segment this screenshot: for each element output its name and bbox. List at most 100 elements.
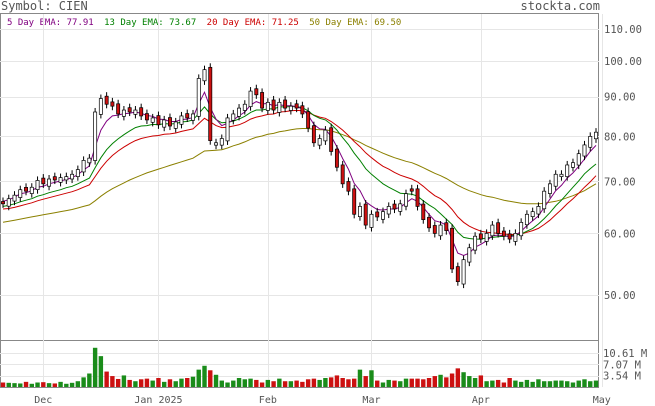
volume-bar <box>294 380 299 387</box>
volume-bar <box>18 383 23 387</box>
volume-bar <box>513 380 518 387</box>
candle-body <box>24 187 28 192</box>
volume-bar <box>386 379 391 387</box>
candle-body <box>536 206 541 215</box>
volume-bar <box>518 381 524 387</box>
volume-bar <box>196 369 201 387</box>
volume-bar <box>392 380 397 387</box>
volume-bar <box>271 381 276 387</box>
candle-body <box>358 206 362 218</box>
volume-bar <box>375 380 380 387</box>
candle-body <box>214 142 218 146</box>
volume-bar <box>346 379 351 387</box>
candle-body <box>582 144 587 157</box>
candle-body <box>41 177 46 185</box>
volume-bar <box>185 378 190 387</box>
candle-body <box>260 92 265 109</box>
candle-body <box>127 107 132 113</box>
volume-bar <box>409 378 414 387</box>
volume-bar <box>553 380 558 387</box>
grid <box>0 14 603 387</box>
volume-bar <box>380 382 386 387</box>
site-name: stockta.com <box>520 0 600 13</box>
ema50-line <box>2 128 597 223</box>
candle-body <box>283 99 288 109</box>
volume-bar <box>12 383 17 387</box>
candle-body <box>432 225 437 234</box>
candle-body <box>75 169 80 177</box>
candle-body <box>369 213 374 228</box>
candle-body <box>219 138 224 146</box>
candle-body <box>196 78 201 117</box>
volume-bar <box>461 372 466 387</box>
candle-body <box>496 222 501 234</box>
volume-bar <box>219 380 224 387</box>
candle-body <box>208 66 213 141</box>
candle-body <box>277 101 282 113</box>
volume-bar <box>213 374 219 387</box>
ema13-line <box>2 106 597 240</box>
candle-body <box>513 233 518 242</box>
volume-bar <box>432 376 437 387</box>
volume-bar <box>536 379 541 387</box>
volume-bar <box>588 381 593 387</box>
volume-bar <box>403 378 409 387</box>
volume-bar <box>398 381 403 387</box>
volume-bar <box>340 378 345 387</box>
chart-border <box>0 13 599 388</box>
volume-bar <box>104 371 109 387</box>
price-tick-label: 80.00 <box>604 131 636 143</box>
candle-body <box>461 259 466 285</box>
volume-bar <box>208 370 213 387</box>
volume-bar <box>29 383 34 387</box>
volume-bar <box>570 382 576 387</box>
candle-body <box>81 160 86 173</box>
candle-body <box>547 183 552 194</box>
volume-bar <box>35 382 40 387</box>
candle-body <box>415 188 420 207</box>
volume-bar <box>225 382 230 387</box>
candle-body <box>392 203 397 210</box>
candle-body <box>29 186 34 194</box>
candle-body <box>450 227 455 270</box>
volume-bar <box>576 380 581 387</box>
volume-bar <box>156 378 161 387</box>
volume-bar <box>328 377 334 387</box>
candle-body <box>173 121 178 129</box>
candle-body <box>444 222 449 231</box>
candle-body <box>421 203 426 220</box>
candle-body <box>288 105 293 111</box>
candle-body <box>346 181 351 192</box>
candle-body <box>35 180 40 190</box>
ema13-path <box>2 106 597 240</box>
volume-bar <box>317 379 322 387</box>
candlesticks <box>1 63 598 289</box>
candle-body <box>52 176 57 181</box>
volume-bar <box>524 379 530 387</box>
candle-body <box>265 101 270 111</box>
candle-body <box>576 153 581 166</box>
price-axis: 50.00 60.00 70.00 80.00 90.00 100.00 110.00 <box>604 24 642 302</box>
volume-bar <box>438 374 443 387</box>
volume-bar <box>369 370 374 387</box>
candle-body <box>542 190 547 210</box>
volume-bar <box>415 378 420 387</box>
volume-bar <box>248 378 253 387</box>
volume-bar <box>23 381 29 387</box>
candle-body <box>553 173 558 187</box>
volume-bar <box>58 381 63 387</box>
price-tick-label: 60.00 <box>604 228 636 240</box>
candle-body <box>329 127 334 152</box>
volume-bar <box>530 381 535 387</box>
candle-body <box>323 129 328 142</box>
volume-bar <box>265 379 271 387</box>
candle-body <box>311 125 316 144</box>
candle-body <box>47 178 52 187</box>
candle-body <box>524 213 529 226</box>
candle-body <box>242 103 247 111</box>
volume-bar <box>110 376 115 387</box>
volume-bar <box>444 377 449 387</box>
candle-body <box>133 109 138 115</box>
candle-body <box>12 194 17 202</box>
